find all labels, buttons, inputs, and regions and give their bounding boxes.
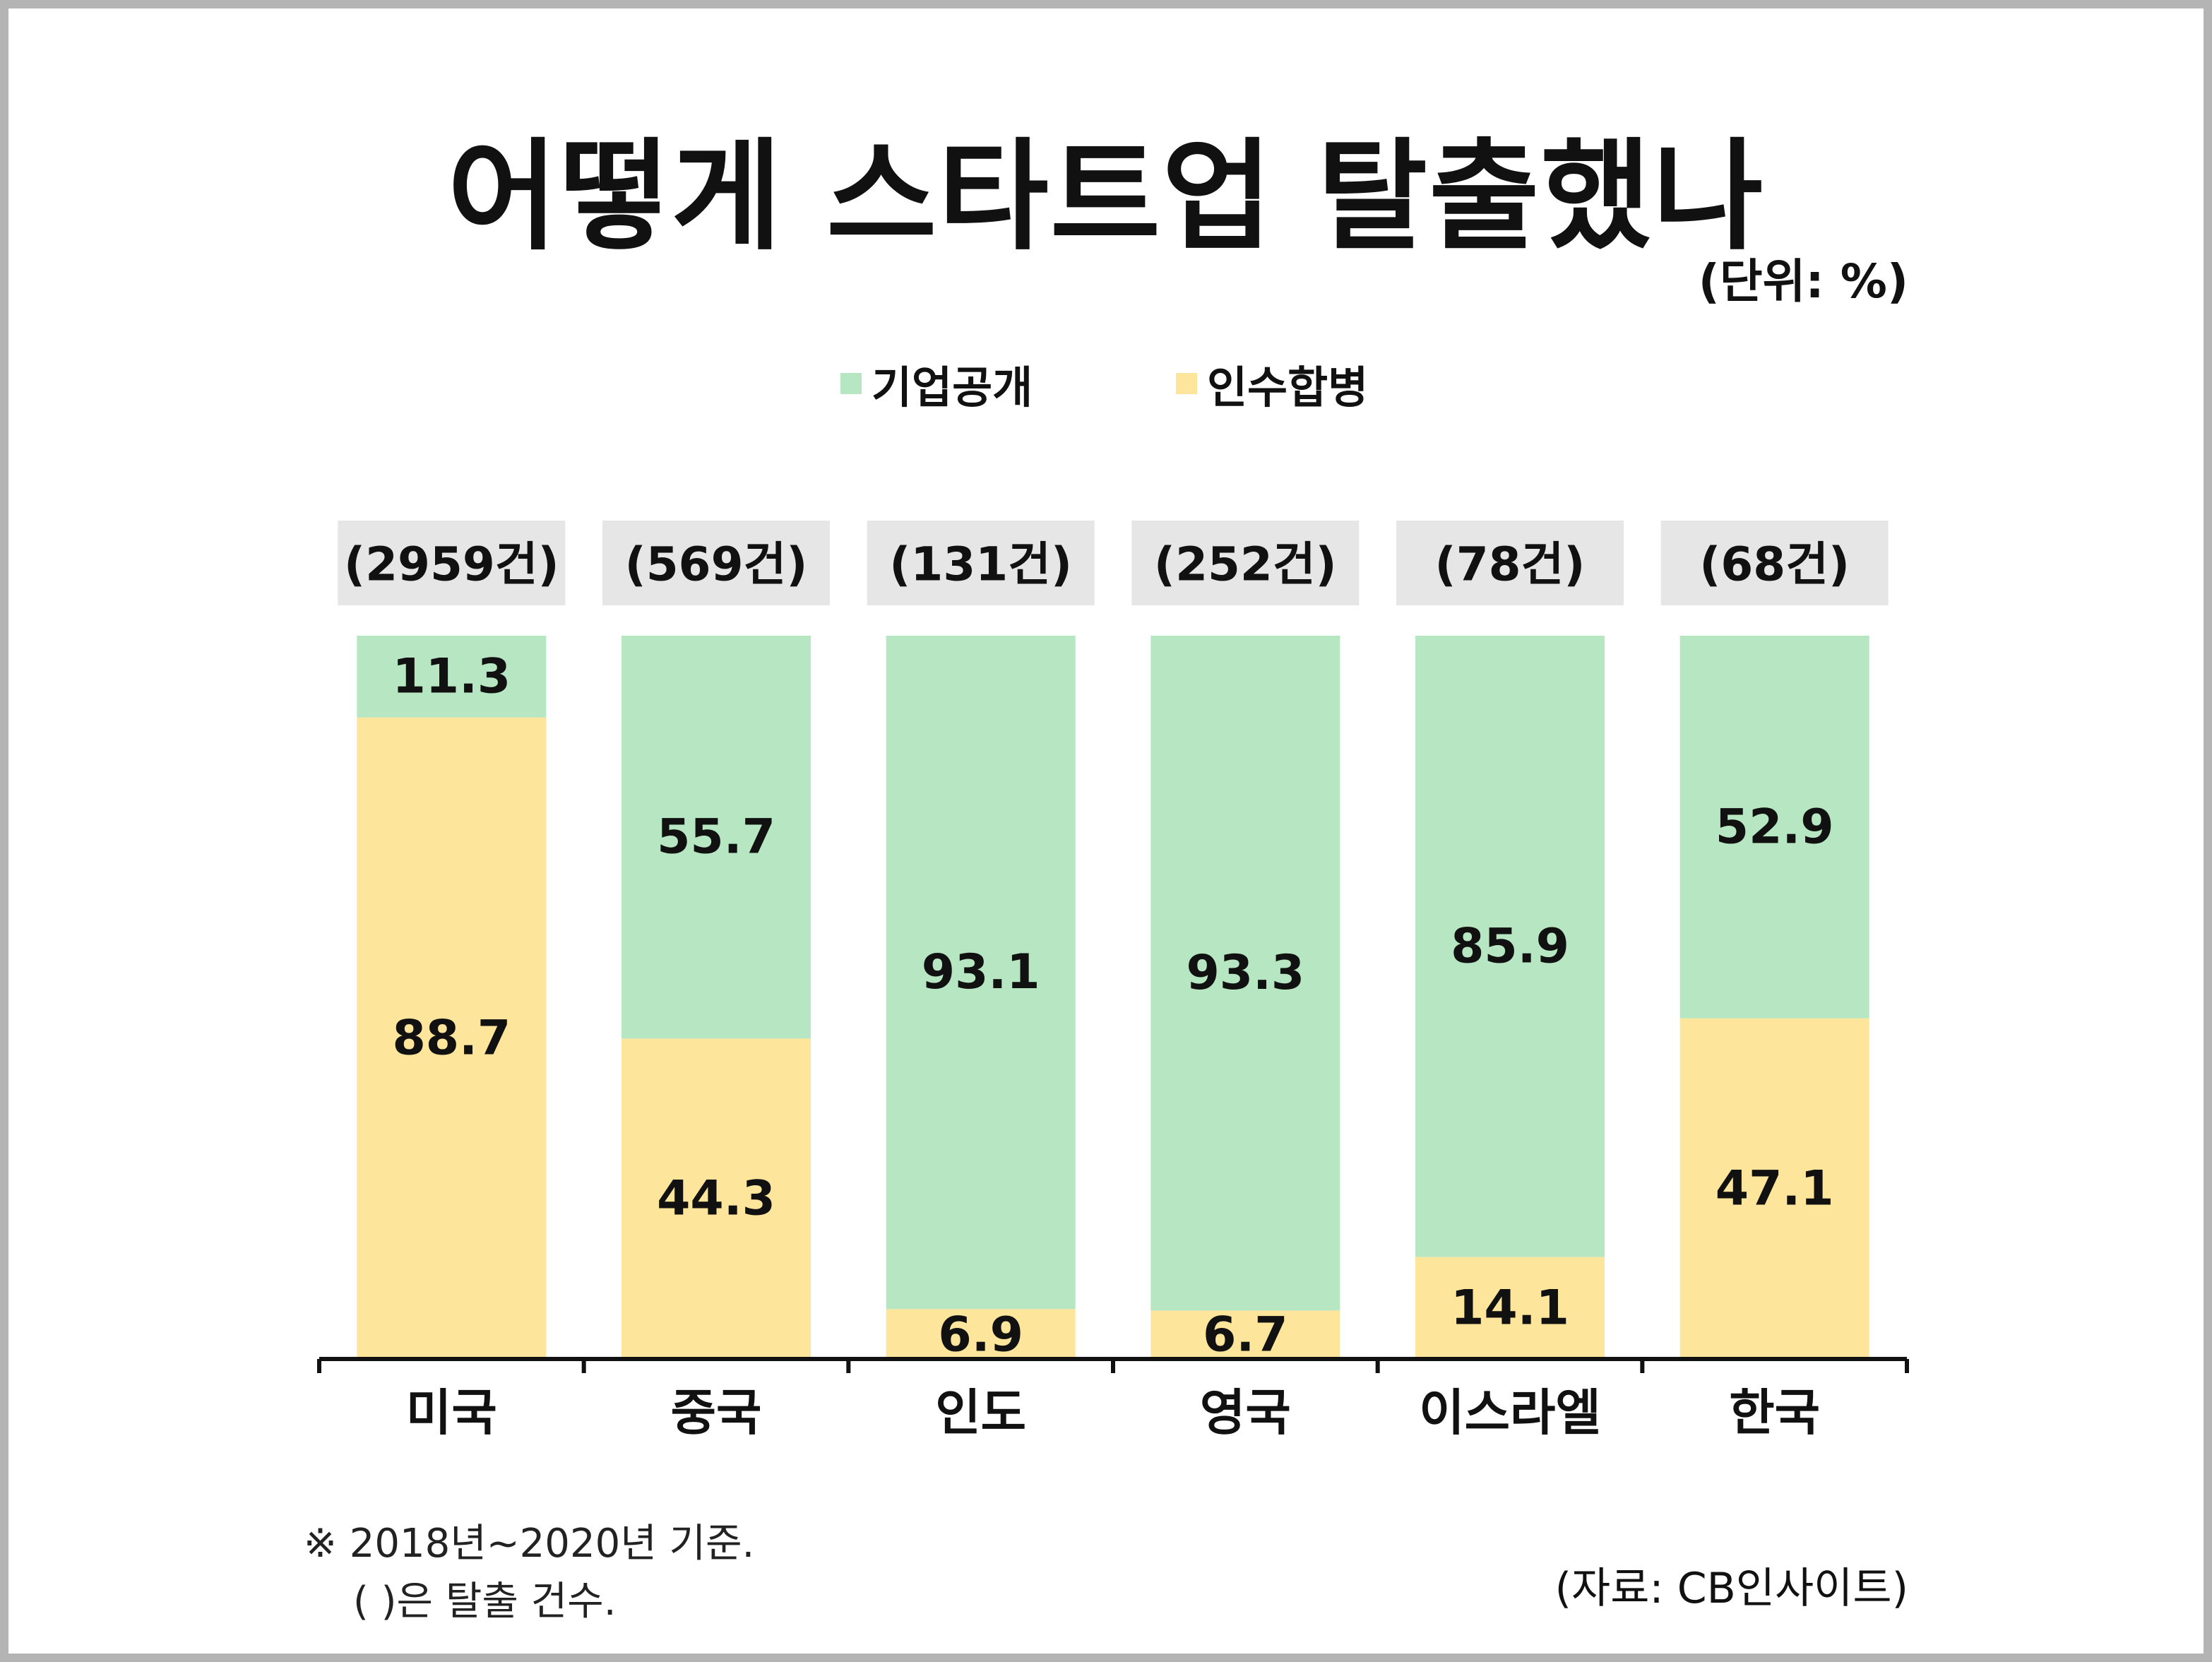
bar-segment-mna: [357, 717, 547, 1359]
count-label: (78건): [1435, 538, 1586, 592]
value-label-ipo: 55.7: [657, 809, 775, 865]
bar-segment-ipo: [357, 636, 547, 718]
count-box: [602, 521, 830, 605]
value-label-ipo: 93.3: [1186, 945, 1304, 1001]
legend-item-mna: 인수합병: [1176, 352, 1368, 415]
count-box: [338, 521, 566, 605]
value-label-ipo: 85.9: [1451, 918, 1569, 974]
chart-title: 어떻게 스타트업 탈출했나: [447, 127, 1765, 267]
bar-segment-mna: [886, 1309, 1076, 1359]
bar-segment-ipo: [1415, 636, 1605, 1257]
bar-segment-mna: [622, 1038, 811, 1359]
bar-segment-ipo: [1150, 636, 1340, 1311]
value-label-mna: 88.7: [392, 1010, 511, 1066]
bar-segment-ipo: [886, 636, 1076, 1310]
count-box: [1660, 521, 1889, 605]
bar-segment-ipo: [1679, 636, 1869, 1019]
legend-label-ipo: 기업공개: [872, 362, 1033, 413]
value-label-mna: 6.7: [1203, 1307, 1288, 1363]
category-label: 중국: [671, 1384, 762, 1442]
legend-swatch-ipo: [840, 373, 862, 394]
count-box: [1396, 521, 1624, 605]
count-label: (68건): [1699, 538, 1850, 592]
legend-label-mna: 인수합병: [1207, 362, 1369, 413]
unit-label: (단위: %): [1698, 254, 1908, 309]
bar-segment-mna: [1415, 1257, 1605, 1359]
value-label-mna: 6.9: [938, 1307, 1023, 1363]
category-label: 영국: [1200, 1384, 1291, 1442]
value-label-mna: 47.1: [1716, 1161, 1834, 1216]
count-label: (131건): [889, 538, 1072, 592]
category-label: 한국: [1729, 1384, 1820, 1442]
bar-segment-ipo: [622, 636, 811, 1039]
value-label-ipo: 93.1: [922, 944, 1040, 1000]
category-label: 미국: [406, 1384, 497, 1442]
footnote-period: ※ 2018년~2020년 기준.: [304, 1521, 755, 1567]
bar-segment-mna: [1679, 1018, 1869, 1359]
bar-segment-mna: [1150, 1310, 1340, 1359]
legend-swatch-mna: [1176, 373, 1197, 394]
category-label: 인도: [935, 1384, 1026, 1442]
category-label: 이스라엘: [1419, 1384, 1601, 1442]
value-label-mna: 44.3: [657, 1171, 775, 1227]
value-label-mna: 14.1: [1451, 1280, 1569, 1336]
legend-item-ipo: 기업공개: [840, 352, 1033, 415]
count-box: [1131, 521, 1360, 605]
value-label-ipo: 11.3: [392, 648, 511, 704]
value-label-ipo: 52.9: [1716, 799, 1834, 855]
footnote-count: ( )은 탈출 건수.: [353, 1579, 617, 1625]
count-label: (569건): [625, 538, 808, 592]
count-label: (2959건): [344, 538, 559, 592]
count-label: (252건): [1154, 538, 1337, 592]
source-label: (자료: CB인사이트): [1554, 1564, 1908, 1613]
count-box: [867, 521, 1095, 605]
